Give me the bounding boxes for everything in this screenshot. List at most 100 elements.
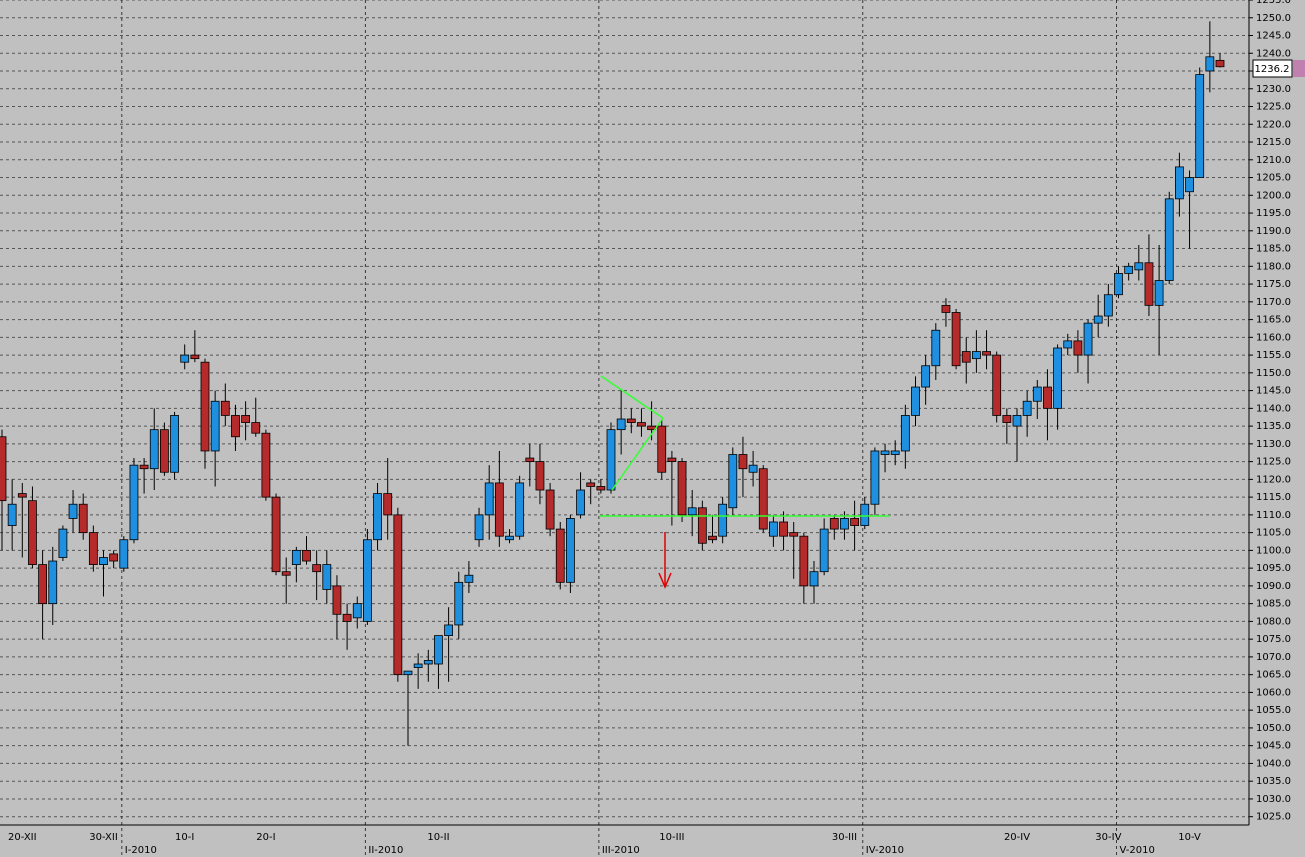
candle-body bbox=[708, 535, 717, 541]
candle-body bbox=[17, 493, 27, 498]
y-tick-label: 1225.0 bbox=[1256, 102, 1291, 113]
y-tick-label: 1105.0 bbox=[1256, 528, 1291, 539]
candle-body bbox=[1043, 386, 1052, 409]
candle-body bbox=[109, 553, 119, 562]
x-tick-label: 30-IV bbox=[1095, 832, 1121, 843]
candle-body bbox=[982, 351, 991, 356]
candle-body bbox=[596, 486, 606, 491]
arrow-head bbox=[658, 572, 672, 589]
y-tick-label: 1160.0 bbox=[1256, 332, 1291, 343]
candle-body bbox=[149, 429, 159, 470]
y-tick-label: 1045.0 bbox=[1256, 741, 1291, 752]
y-tick-label: 1185.0 bbox=[1256, 244, 1291, 255]
y-tick-label: 1215.0 bbox=[1256, 137, 1291, 148]
candle-body bbox=[819, 528, 829, 573]
candle-body bbox=[342, 613, 352, 622]
y-tick-label: 1155.0 bbox=[1256, 350, 1291, 361]
y-tick-label: 1040.0 bbox=[1256, 758, 1291, 769]
y-tick-label: 1030.0 bbox=[1256, 794, 1291, 805]
y-tick-label: 1255.0 bbox=[1256, 0, 1291, 6]
candle-body bbox=[637, 422, 646, 427]
y-tick-label: 1035.0 bbox=[1256, 776, 1291, 787]
candle-body bbox=[779, 521, 788, 537]
x-tick-label: 10-V bbox=[1178, 832, 1201, 843]
candle-body bbox=[931, 329, 941, 367]
candle-body bbox=[799, 535, 809, 587]
candle-body bbox=[474, 514, 484, 541]
y-tick-label: 1115.0 bbox=[1256, 492, 1291, 503]
grid bbox=[0, 0, 1249, 857]
y-tick-label: 1150.0 bbox=[1256, 368, 1291, 379]
y-tick-label: 1065.0 bbox=[1256, 670, 1291, 681]
annotations bbox=[600, 375, 890, 589]
month-label: I-2010 bbox=[125, 845, 157, 856]
candle-body bbox=[697, 507, 707, 544]
candle-body bbox=[403, 670, 413, 676]
candle-body bbox=[78, 503, 88, 534]
candle-body bbox=[261, 432, 271, 498]
candle-body bbox=[870, 450, 880, 505]
candle-body bbox=[850, 518, 859, 526]
candle-body bbox=[352, 603, 362, 619]
candle-body bbox=[68, 503, 78, 519]
candle-body bbox=[1083, 322, 1093, 356]
y-tick-label: 1245.0 bbox=[1256, 31, 1291, 42]
candle-body bbox=[1053, 347, 1062, 409]
candle-body bbox=[241, 415, 251, 423]
y-tick-label: 1170.0 bbox=[1256, 297, 1291, 308]
candle-body bbox=[271, 496, 281, 573]
month-label: V-2010 bbox=[1120, 845, 1155, 856]
y-tick-label: 1120.0 bbox=[1256, 474, 1291, 485]
candle-body bbox=[28, 500, 37, 565]
candle-body bbox=[586, 482, 596, 487]
candle-body bbox=[119, 539, 129, 569]
candle-body bbox=[616, 418, 626, 431]
candle-body bbox=[687, 507, 697, 516]
candle-body bbox=[758, 468, 768, 530]
candle-body bbox=[657, 425, 667, 473]
y-tick-label: 1090.0 bbox=[1256, 581, 1291, 592]
y-tick-label: 1190.0 bbox=[1256, 226, 1291, 237]
x-tick-label: 10-I bbox=[175, 832, 194, 843]
x-tick-label: 10-III bbox=[659, 832, 684, 843]
candle-body bbox=[139, 464, 149, 470]
month-label: II-2010 bbox=[368, 845, 403, 856]
candle-body bbox=[200, 361, 210, 452]
candle-body bbox=[1134, 262, 1144, 271]
candle-body bbox=[769, 521, 778, 537]
candle-body bbox=[220, 400, 230, 416]
y-tick-label: 1025.0 bbox=[1256, 812, 1291, 823]
y-tick-label: 1205.0 bbox=[1256, 173, 1291, 184]
y-tick-label: 1220.0 bbox=[1256, 119, 1291, 130]
y-tick-label: 1125.0 bbox=[1256, 457, 1291, 468]
candle-body bbox=[545, 489, 555, 530]
last-price-label: 1236.2 bbox=[1255, 64, 1290, 75]
candle-body bbox=[1195, 74, 1205, 178]
candle-body bbox=[190, 354, 200, 360]
y-tick-label: 1075.0 bbox=[1256, 634, 1291, 645]
month-label: III-2010 bbox=[602, 845, 640, 856]
candle-body bbox=[1175, 166, 1184, 200]
candle-body bbox=[677, 461, 687, 516]
candle-body bbox=[1124, 265, 1134, 274]
candle-body bbox=[373, 493, 382, 541]
candle-body bbox=[566, 518, 575, 583]
y-tick-label: 1110.0 bbox=[1256, 510, 1291, 521]
month-label: IV-2010 bbox=[866, 845, 904, 856]
candle-body bbox=[1144, 262, 1154, 306]
candle-body bbox=[1012, 415, 1022, 427]
trend-line bbox=[600, 375, 664, 419]
candle-body bbox=[840, 518, 849, 530]
candle-body bbox=[129, 464, 139, 541]
y-tick-label: 1240.0 bbox=[1256, 48, 1291, 59]
candle-body bbox=[383, 493, 393, 516]
y-tick-label: 1050.0 bbox=[1256, 723, 1291, 734]
candle-body bbox=[829, 518, 839, 530]
candle-body bbox=[921, 365, 931, 388]
candle-body bbox=[413, 663, 423, 668]
candle-body bbox=[728, 454, 738, 509]
candle-body bbox=[1022, 400, 1032, 416]
candle-body bbox=[362, 539, 372, 622]
candle-body bbox=[444, 624, 454, 637]
candle-body bbox=[515, 482, 525, 537]
